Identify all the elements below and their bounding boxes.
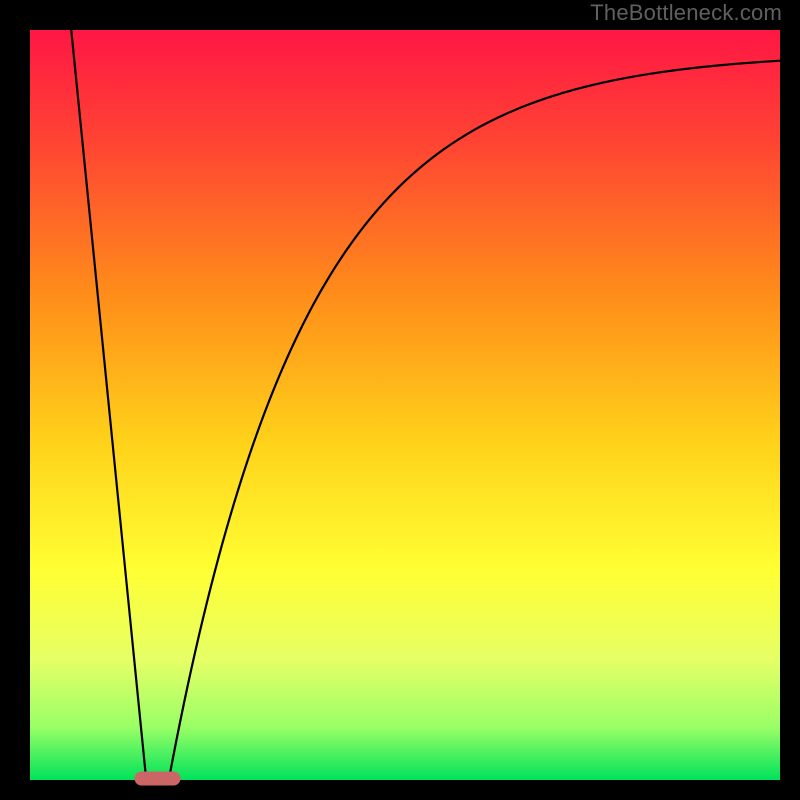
- watermark-text: TheBottleneck.com: [590, 0, 782, 26]
- chart-container: TheBottleneck.com: [0, 0, 800, 800]
- chart-canvas: [0, 0, 800, 800]
- optimal-marker: [135, 772, 181, 786]
- gradient-background: [30, 30, 780, 780]
